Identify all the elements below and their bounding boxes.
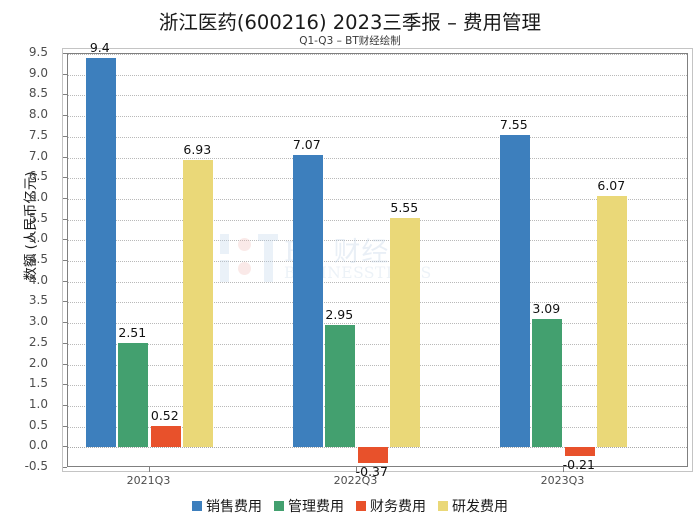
bar	[292, 154, 323, 448]
bar	[150, 425, 181, 448]
legend-swatch-icon	[192, 501, 202, 511]
y-axis-tick-label: 4.5	[28, 252, 48, 266]
y-axis-tick-label: 8.5	[28, 86, 48, 101]
y-axis-tickmark	[63, 197, 67, 199]
y-axis-tick-label: 3.0	[28, 314, 48, 329]
legend-item[interactable]: 研发费用	[438, 496, 508, 516]
gridline	[68, 281, 687, 283]
chart-title: 浙江医药(600216) 2023三季报 – 费用管理	[158, 11, 542, 34]
y-axis-tick-label: 4.0	[28, 272, 48, 287]
gridline	[68, 364, 687, 366]
bar	[499, 134, 530, 448]
y-axis-tickmark	[63, 467, 67, 468]
gridline	[68, 219, 687, 221]
legend-swatch-icon	[438, 501, 448, 511]
y-axis-tickmark	[63, 73, 67, 75]
y-axis-tickmark	[63, 239, 67, 241]
y-axis-tickmark	[63, 135, 67, 137]
plot-area	[67, 53, 688, 467]
y-axis-tickmark	[63, 53, 67, 54]
gridline	[68, 136, 687, 138]
y-axis-tickmark	[63, 404, 67, 406]
gridline	[68, 54, 687, 55]
gridline	[68, 198, 687, 200]
legend-item[interactable]: 财务费用	[356, 496, 426, 516]
y-axis-tick-label: 1.0	[28, 396, 48, 411]
gridline	[68, 116, 687, 118]
legend-item[interactable]: 管理费用	[274, 496, 344, 516]
y-axis-tickmark	[63, 425, 67, 427]
chart-subtitle: Q1-Q3 – BT财经绘制	[299, 35, 401, 47]
bar	[118, 343, 149, 448]
y-axis-tick-label: 7.5	[28, 127, 48, 142]
y-axis-tick-label: 5.5	[28, 210, 48, 225]
gridline	[68, 343, 687, 345]
y-axis-tick-label: -0.5	[24, 459, 48, 473]
bar	[564, 447, 595, 456]
y-axis-tick-label: 0.0	[28, 438, 48, 453]
gridline	[68, 178, 687, 180]
gridline	[68, 95, 687, 97]
y-axis-tickmark	[63, 218, 67, 220]
legend-swatch-icon	[356, 501, 366, 511]
y-axis-tick-label: 9.0	[28, 65, 48, 80]
gridline	[68, 426, 687, 428]
y-axis-tick-label: 7.0	[28, 148, 48, 163]
y-axis-tickmark	[63, 115, 67, 117]
gridline	[68, 385, 687, 387]
y-axis-tick-label: 6.0	[28, 189, 48, 204]
x-axis-tickmark	[148, 467, 150, 472]
x-axis-tickmark	[355, 467, 357, 472]
gridline	[68, 405, 687, 407]
y-axis-ticks: 9.5 9.0 8.5 8.0 7.5 7.0 6.5 6.0 5.5 5.0 4.5 4.0 3.5 3…	[25, 45, 688, 473]
bar	[325, 325, 356, 448]
y-axis-tickmark	[63, 384, 67, 386]
gridline	[68, 74, 687, 76]
gridline	[68, 261, 687, 262]
x-axis-tick-label: 2021Q3	[126, 474, 171, 487]
y-axis-tickmark	[63, 156, 67, 158]
y-axis-tickmark	[63, 260, 67, 261]
gridline	[68, 323, 687, 325]
bar	[597, 196, 628, 448]
chart-legend: 销售费用 管理费用 财务费用 研发费用	[0, 496, 700, 516]
legend-label: 财务费用	[370, 499, 426, 515]
gridline	[68, 157, 687, 159]
x-axis-tickmark	[562, 467, 564, 472]
x-axis-tick-label: 2023Q3	[540, 474, 585, 487]
y-axis-tickmark	[63, 342, 67, 344]
legend-item[interactable]: 销售费用	[192, 496, 262, 516]
y-axis-tickmark	[63, 446, 67, 448]
bar	[85, 58, 116, 448]
bars-layer	[68, 54, 687, 466]
legend-label: 管理费用	[288, 499, 344, 515]
bar	[532, 319, 563, 448]
y-axis-tick-label: 3.5	[28, 293, 48, 308]
y-axis-tick-label: 1.5	[28, 376, 48, 391]
bar	[357, 447, 388, 463]
y-axis-tick-label: 2.0	[28, 355, 48, 370]
x-axis-tick-label: 2022Q3	[333, 474, 378, 487]
y-axis-tick-label: 6.5	[28, 169, 48, 184]
x-axis: 2021Q3 2022Q3 2023Q3	[67, 467, 688, 497]
legend-swatch-icon	[274, 501, 284, 511]
y-axis-tickmark	[63, 363, 67, 365]
legend-label: 研发费用	[452, 499, 508, 515]
y-axis-tickmark	[63, 280, 67, 282]
bar	[390, 217, 421, 448]
gridline	[68, 240, 687, 242]
y-axis-tick-label: 2.5	[28, 334, 48, 349]
bar	[183, 160, 214, 448]
y-axis-tickmark	[63, 322, 67, 324]
y-axis-tick-label: 8.0	[28, 107, 48, 122]
y-axis-tickmark	[63, 177, 67, 179]
y-axis-tick-label: 9.5	[28, 45, 48, 59]
y-axis-tickmark	[63, 301, 67, 303]
gridline	[68, 302, 687, 304]
y-axis-tickmark	[63, 94, 67, 96]
legend-label: 销售费用	[206, 499, 262, 515]
y-axis-tick-label: 5.0	[28, 231, 48, 246]
y-axis-tick-label: 0.5	[28, 417, 48, 432]
